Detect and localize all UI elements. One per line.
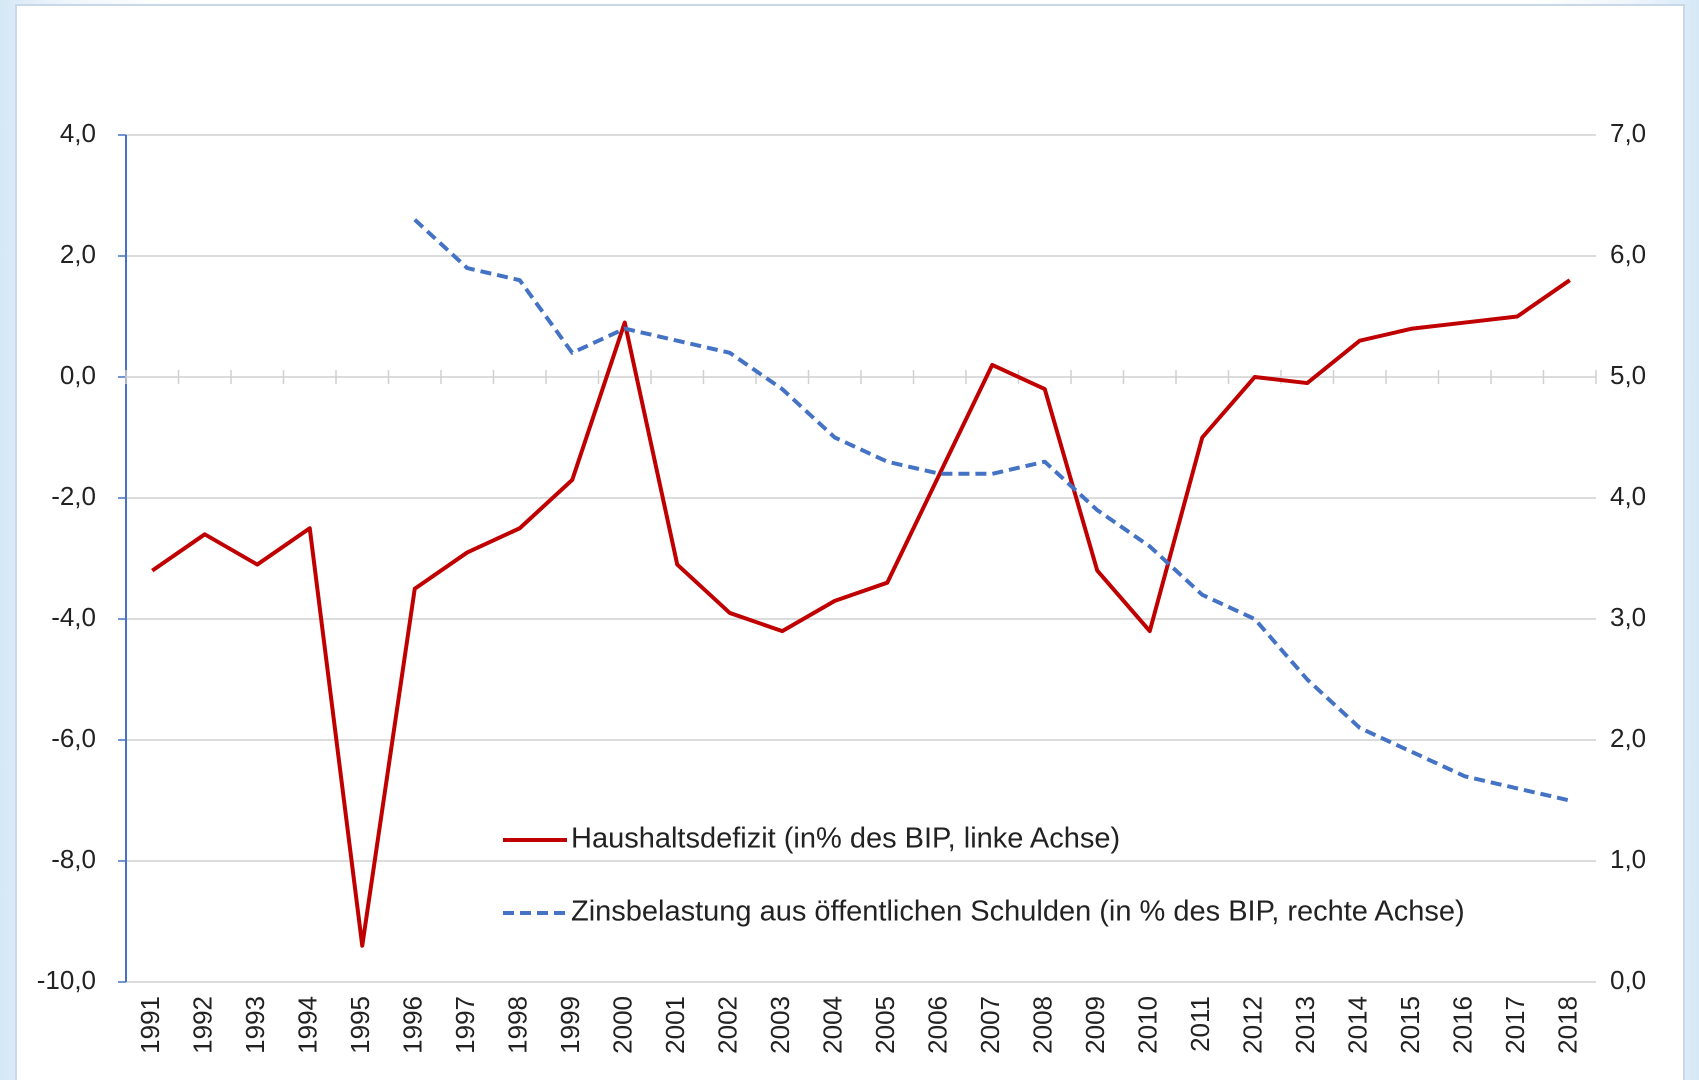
y2-tick-label: 5,0 (1610, 360, 1646, 390)
x-tick-label: 2000 (608, 996, 638, 1054)
x-tick-label: 1999 (555, 996, 585, 1054)
x-tick-label: 1997 (450, 996, 480, 1054)
x-tick-label: 2008 (1028, 996, 1058, 1054)
x-tick-label: 2009 (1080, 996, 1110, 1054)
y2-tick-label: 3,0 (1610, 602, 1646, 632)
x-tick-label: 1998 (503, 996, 533, 1054)
x-tick-label: 1995 (345, 996, 375, 1054)
x-tick-label: 2018 (1553, 996, 1583, 1054)
x-tick-label: 2016 (1448, 996, 1478, 1054)
x-tick-label: 1991 (135, 996, 165, 1054)
y2-tick-label: 1,0 (1610, 844, 1646, 874)
x-tick-label: 1996 (398, 996, 428, 1054)
y-tick-label: 0,0 (60, 360, 96, 390)
legend-label: Haushaltsdefizit (in% des BIP, linke Ach… (571, 823, 1120, 855)
y-tick-label: 2,0 (60, 239, 96, 269)
y-tick-label: -6,0 (51, 723, 96, 753)
y-tick-label: -2,0 (51, 481, 96, 511)
x-tick-label: 1994 (293, 996, 323, 1054)
y2-tick-label: 0,0 (1610, 965, 1646, 995)
x-tick-label: 2004 (818, 996, 848, 1054)
x-tick-label: 2015 (1395, 996, 1425, 1054)
x-tick-label: 2013 (1290, 996, 1320, 1054)
y2-tick-label: 6,0 (1610, 239, 1646, 269)
x-tick-label: 2006 (923, 996, 953, 1054)
x-tick-label: 2011 (1185, 996, 1215, 1052)
y-tick-label: -10,0 (37, 965, 96, 995)
x-tick-label: 2002 (713, 996, 743, 1054)
x-tick-label: 1992 (188, 996, 218, 1054)
y-tick-label: -4,0 (51, 602, 96, 632)
x-tick-label: 2010 (1133, 996, 1163, 1054)
y-tick-label: -8,0 (51, 844, 96, 874)
y2-tick-label: 7,0 (1610, 118, 1646, 148)
x-tick-label: 2003 (765, 996, 795, 1054)
legend-label: Zinsbelastung aus öffentlichen Schulden … (571, 896, 1465, 928)
series-line (151, 278, 1571, 948)
x-tick-label: 2005 (870, 996, 900, 1054)
x-tick-label: 2012 (1238, 996, 1268, 1054)
y2-tick-label: 2,0 (1610, 723, 1646, 753)
x-tick-label: 1993 (240, 996, 270, 1054)
y2-tick-label: 4,0 (1610, 481, 1646, 511)
x-tick-label: 2001 (660, 996, 690, 1054)
chart-panel (15, 4, 1685, 1080)
x-tick-label: 2014 (1343, 996, 1373, 1054)
x-tick-label: 2007 (975, 996, 1005, 1054)
y-tick-label: 4,0 (60, 118, 96, 148)
x-tick-label: 2017 (1500, 996, 1530, 1054)
